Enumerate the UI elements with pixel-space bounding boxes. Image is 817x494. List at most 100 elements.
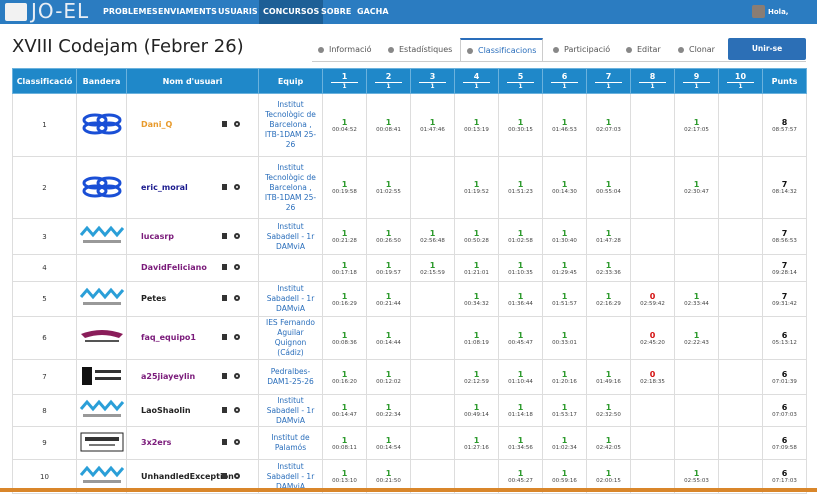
brand[interactable]: JO-EL (31, 0, 90, 23)
result: 1 01:34:56 (498, 426, 543, 460)
result (410, 281, 455, 317)
user-actions[interactable] (221, 183, 243, 193)
flag (76, 93, 127, 157)
tab[interactable]: Clonar (672, 38, 721, 61)
user-name[interactable]: Dani_Q (141, 120, 173, 129)
user-actions[interactable] (221, 232, 243, 242)
score: 1 (385, 469, 392, 478)
time: 01:10:35 (508, 269, 533, 276)
tab[interactable]: Informació (312, 38, 378, 61)
time: 02:59:42 (640, 300, 665, 307)
user-name[interactable]: 3x2ers (141, 438, 172, 447)
points: 7 08:14:32 (762, 156, 807, 219)
problem-label: 9 (693, 72, 700, 81)
result: 1 00:16:20 (322, 359, 367, 395)
score: 1 (561, 330, 568, 340)
time: 00:34:32 (464, 300, 489, 307)
user-cell: Petes (126, 281, 259, 317)
team[interactable]: Institut Sabadell - 1r DAMviA (266, 221, 315, 251)
row: 8 LaoShaolin Institut Sabadell - 1r DAMviA… (12, 394, 807, 427)
time: 02:33:36 (596, 269, 621, 276)
nav-item[interactable]: SOBRE (321, 7, 352, 16)
team[interactable]: IES Fernando Aguilar Quignon (Cádiz) (265, 318, 316, 357)
result: 1 00:08:41 (366, 93, 411, 157)
join-button[interactable]: Unir-se virtualment (728, 38, 806, 75)
team[interactable]: Institut Sabadell - 1r DAMviA (266, 395, 315, 425)
time: 01:10:44 (508, 378, 533, 385)
result (718, 426, 763, 460)
user-actions[interactable] (221, 263, 243, 273)
greeting[interactable]: Hola, srivas. (768, 8, 795, 40)
tab[interactable]: Editar (620, 38, 667, 61)
logo[interactable] (5, 3, 27, 21)
user-name[interactable]: Petes (141, 294, 167, 303)
score: 1 (341, 291, 348, 301)
points-value: 6 (781, 435, 788, 445)
rank: 7 (12, 359, 77, 395)
total-time: 05:13:12 (772, 339, 797, 346)
score: 1 (605, 260, 612, 270)
user-actions[interactable] (221, 372, 243, 382)
flag (76, 254, 127, 282)
user-name[interactable]: DavidFeliciano (141, 263, 207, 272)
total-time: 09:28:14 (772, 269, 797, 276)
user-name[interactable]: a25jiayeylin (141, 372, 196, 381)
team[interactable]: Institut Tecnològic de Barcelona , ITB-1… (264, 162, 317, 212)
problem-label: 10 (734, 72, 747, 81)
time: 00:17:18 (332, 269, 357, 276)
team[interactable]: Institut Sabadell - 1r DAMviA (266, 461, 315, 491)
nav-item[interactable]: GACHA (357, 7, 389, 16)
result: 1 01:46:53 (542, 93, 587, 157)
user-name[interactable]: faq_equipo1 (141, 333, 196, 342)
score: 1 (605, 117, 612, 127)
problem-label: 2 (385, 72, 392, 81)
nav-item[interactable]: USUARIS (218, 7, 258, 16)
rank: 8 (12, 394, 77, 427)
points: 6 07:07:03 (762, 394, 807, 427)
team[interactable]: Institut Sabadell - 1r DAMviA (266, 284, 315, 313)
user-actions[interactable] (221, 438, 243, 448)
tab[interactable]: Classificacions (460, 38, 544, 61)
user-name[interactable]: UnhandledException (141, 471, 234, 481)
result: 1 01:19:52 (454, 156, 499, 219)
time: 00:12:02 (376, 378, 401, 385)
user-actions[interactable] (221, 294, 243, 304)
problem-sub: 1 (419, 82, 446, 90)
avatar[interactable] (752, 5, 765, 18)
time: 00:22:34 (376, 412, 401, 418)
user-name[interactable]: lucasrp (141, 231, 175, 241)
time: 01:08:19 (464, 339, 489, 346)
time: 00:30:15 (508, 126, 533, 133)
result: 1 01:36:44 (498, 281, 543, 317)
team[interactable]: Institut de Palamós (271, 433, 310, 452)
time: 02:42:05 (596, 444, 621, 451)
problem-label: 8 (649, 72, 656, 81)
user-actions[interactable] (221, 472, 243, 482)
points: 7 08:56:53 (762, 218, 807, 255)
user-actions[interactable] (221, 406, 243, 416)
tab[interactable]: Estadístiques (382, 38, 458, 61)
user-name[interactable]: eric_moral (141, 182, 188, 192)
total-time: 08:56:53 (772, 238, 797, 244)
team[interactable]: Pedralbes-DAM1-25-26 (267, 367, 314, 386)
tab[interactable]: Participació (547, 38, 616, 61)
user-name[interactable]: LaoShaolin (141, 405, 191, 415)
score: 1 (429, 117, 436, 127)
problem-label: 5 (517, 72, 524, 81)
nav-item[interactable]: PROBLEMES (103, 7, 158, 16)
flag (76, 316, 127, 360)
nav-item[interactable]: ENVIAMENTS (158, 7, 217, 16)
flag (76, 156, 127, 219)
score: 1 (429, 260, 436, 270)
user-actions[interactable] (221, 120, 243, 130)
user-actions[interactable] (221, 333, 243, 343)
nav-item[interactable]: CONCURSOS (259, 0, 324, 24)
score: 1 (605, 403, 612, 412)
rank: 6 (12, 316, 77, 360)
result: 1 00:45:47 (498, 316, 543, 360)
result: 1 01:21:01 (454, 254, 499, 282)
score: 1 (561, 469, 568, 478)
team[interactable]: Institut Tecnològic de Barcelona , ITB-1… (264, 100, 317, 149)
